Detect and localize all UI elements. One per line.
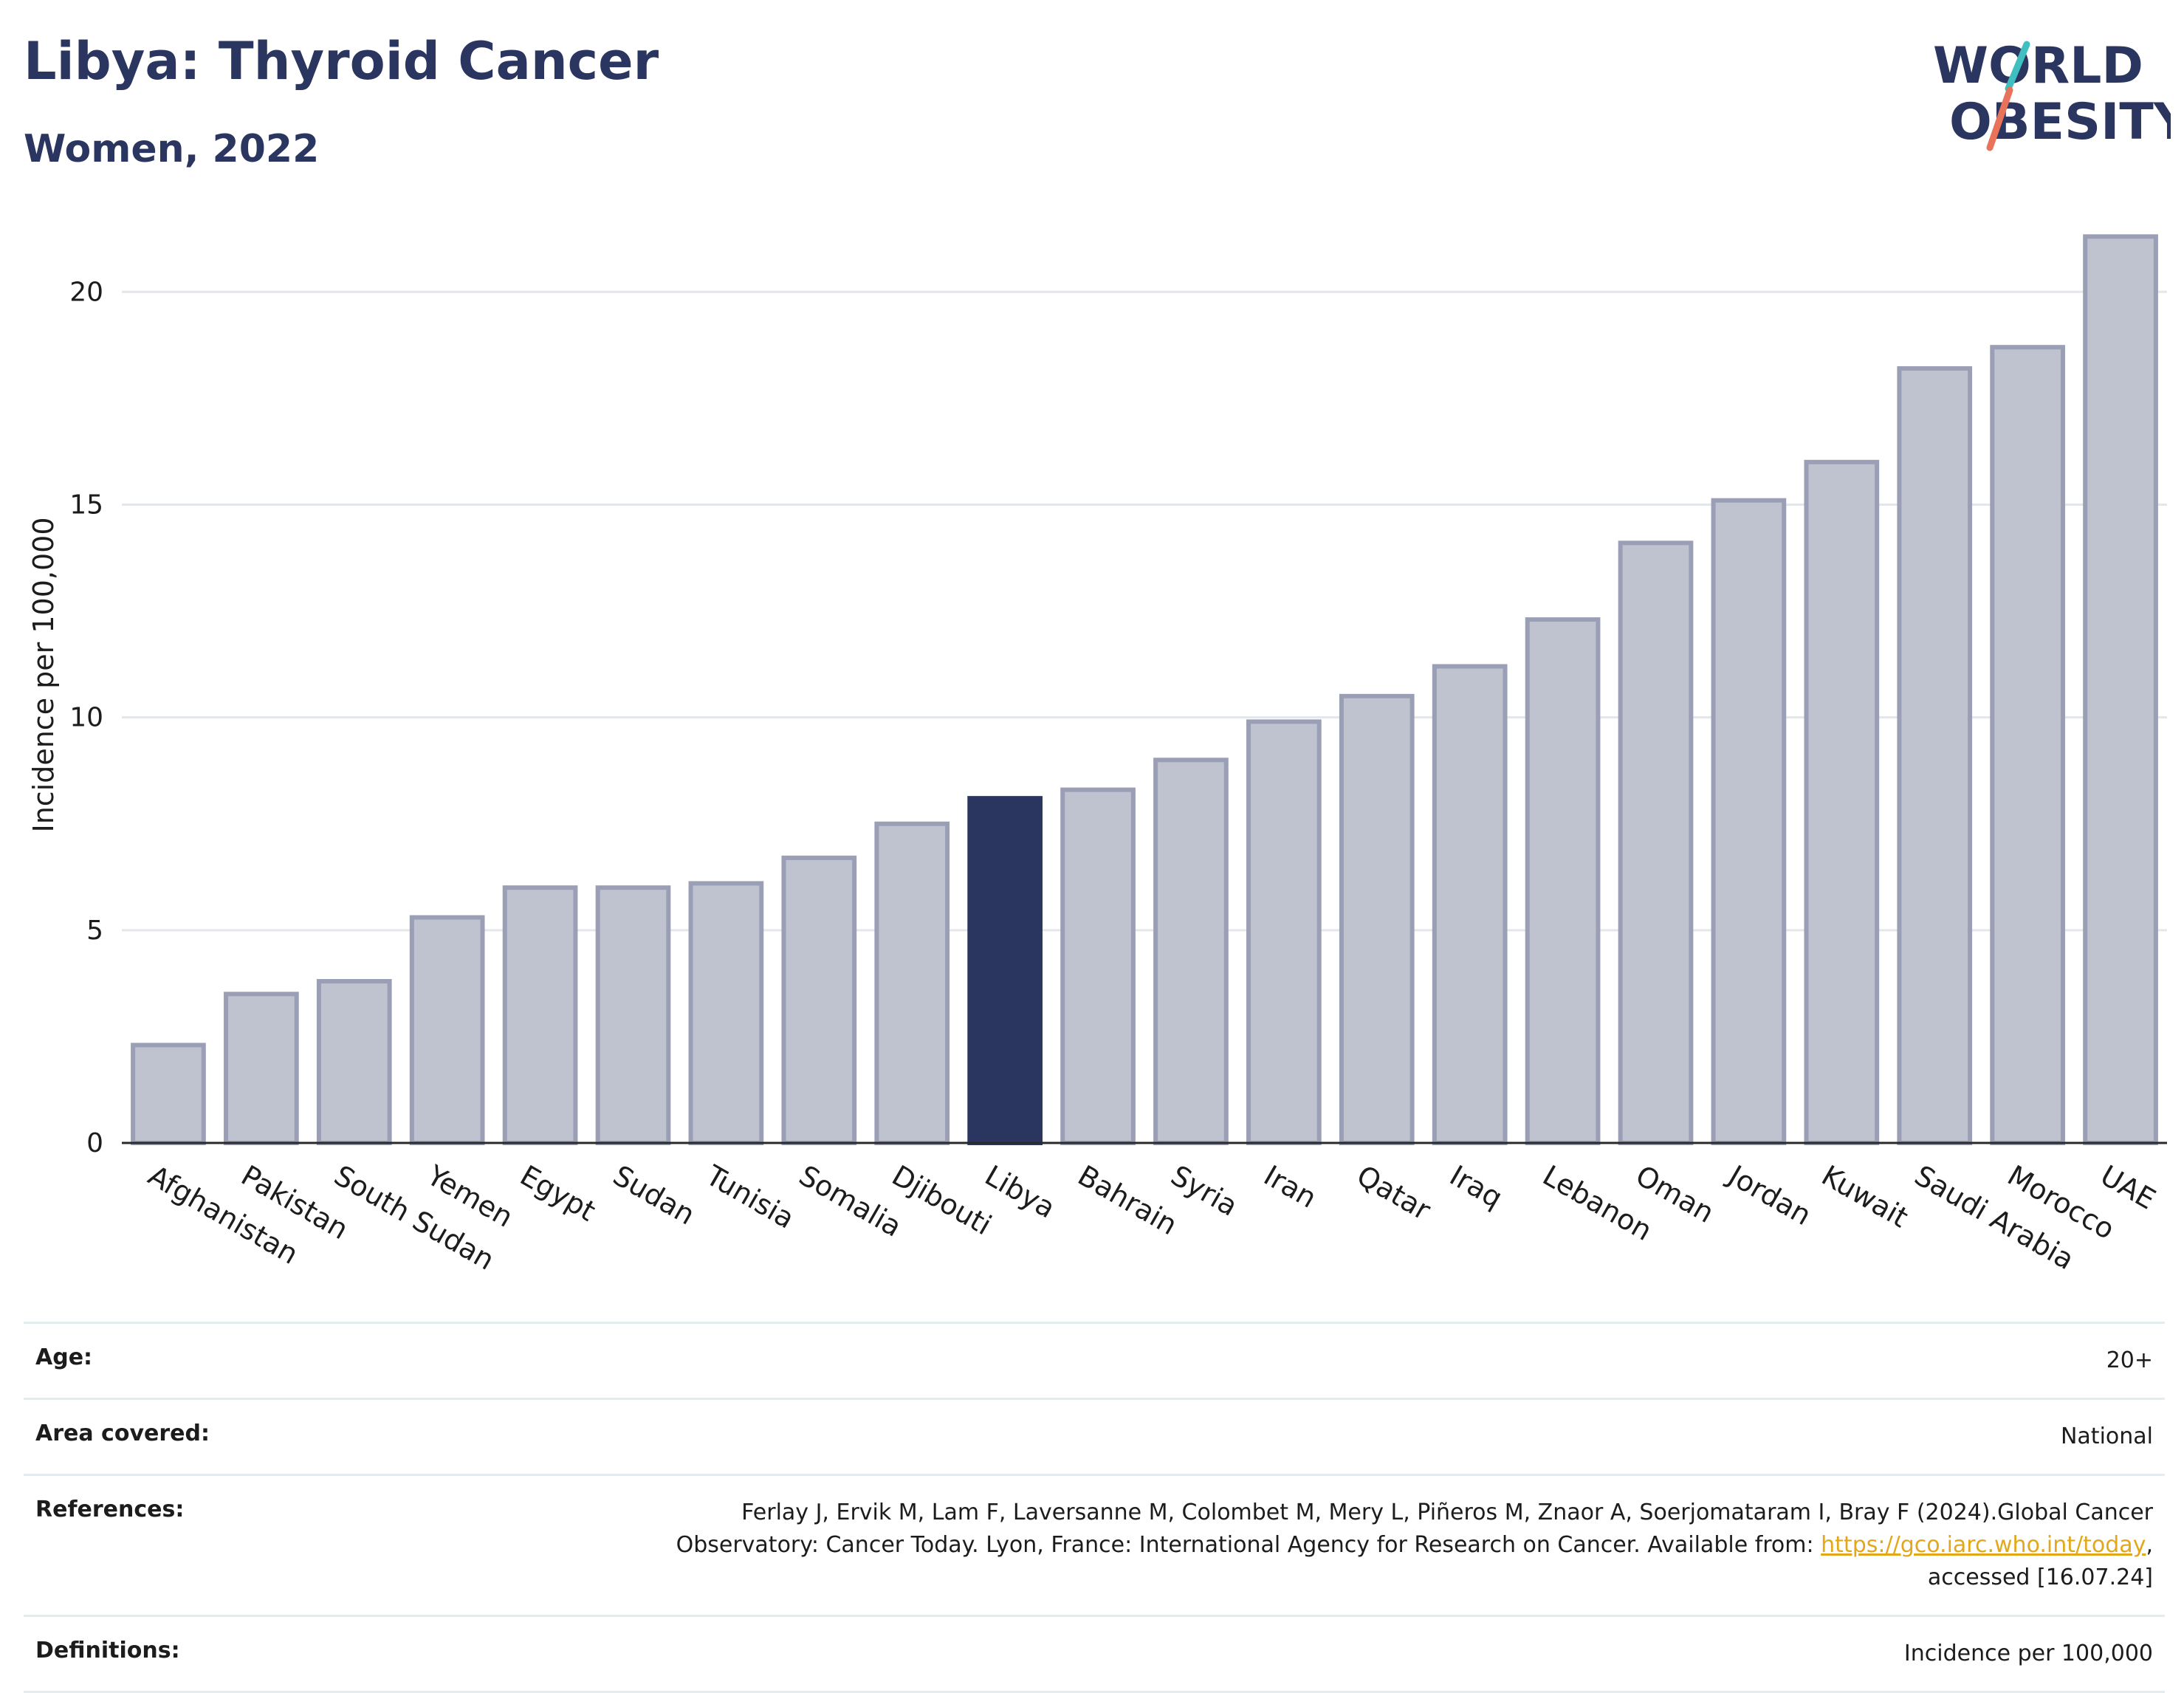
y-tick-label: 20 bbox=[69, 277, 103, 307]
logo-line-2: OBESITY bbox=[1949, 93, 2171, 151]
x-tick-label: Iraq bbox=[1444, 1159, 1508, 1215]
bar-somalia bbox=[781, 855, 857, 1145]
chart-title: Libya: Thyroid Cancer bbox=[24, 31, 659, 92]
metadata-table: Age: 20+ Area covered: National Referenc… bbox=[24, 1322, 2165, 1693]
chart-subtitle: Women, 2022 bbox=[24, 127, 320, 171]
bar-oman bbox=[1618, 540, 1694, 1145]
x-tick-label: Saudi Arabia bbox=[1909, 1159, 2080, 1277]
bar-libya bbox=[967, 796, 1043, 1145]
bar-iraq bbox=[1432, 664, 1508, 1145]
x-tick-label: UAE bbox=[2095, 1159, 2161, 1216]
bar-kuwait bbox=[1804, 459, 1880, 1145]
age-label: Age: bbox=[35, 1345, 93, 1370]
x-tick-label: Kuwait bbox=[1816, 1159, 1914, 1234]
y-tick-label: 15 bbox=[69, 490, 103, 520]
x-tick-label: Iran bbox=[1258, 1159, 1322, 1215]
bar-saudi-arabia bbox=[1897, 366, 1973, 1145]
x-tick-label: Egypt bbox=[515, 1159, 601, 1228]
bar-qatar bbox=[1339, 693, 1415, 1145]
x-tick-label: South Sudan bbox=[329, 1159, 500, 1277]
bar-syria bbox=[1153, 758, 1229, 1145]
x-tick-label: Somalia bbox=[794, 1159, 907, 1243]
x-tick-label: Jordan bbox=[1722, 1158, 1816, 1232]
y-tick-label: 0 bbox=[86, 1128, 103, 1158]
logo-slash-coral bbox=[1986, 86, 2013, 151]
bar-pakistan bbox=[224, 992, 299, 1145]
bar-iran bbox=[1246, 719, 1322, 1145]
references-text: Ferlay J, Ervik M, Lam F, Laversanne M, … bbox=[676, 1500, 2153, 1558]
bar-afghanistan bbox=[131, 1043, 206, 1146]
meta-row-references: References: Ferlay J, Ervik M, Lam F, La… bbox=[24, 1474, 2165, 1615]
meta-row-age: Age: 20+ bbox=[24, 1322, 2165, 1398]
age-value: 20+ bbox=[2106, 1347, 2153, 1373]
y-tick-label: 10 bbox=[69, 703, 103, 733]
references-value: Ferlay J, Ervik M, Lam F, Laversanne M, … bbox=[602, 1497, 2153, 1594]
bar-tunisia bbox=[688, 881, 764, 1145]
bar-lebanon bbox=[1525, 617, 1601, 1145]
x-tick-label: Qatar bbox=[1351, 1159, 1436, 1227]
bar-yemen bbox=[409, 915, 485, 1145]
bar-uae bbox=[2083, 234, 2158, 1145]
logo-line-1: WORLD bbox=[1933, 37, 2143, 95]
references-tail: , accessed [16.07.24] bbox=[1927, 1532, 2153, 1590]
bar-sudan bbox=[595, 885, 671, 1145]
references-link[interactable]: https://gco.iarc.who.int/today bbox=[1821, 1532, 2146, 1558]
bar-south-sudan bbox=[316, 978, 392, 1145]
meta-row-area: Area covered: National bbox=[24, 1398, 2165, 1474]
bar-morocco bbox=[1990, 345, 2065, 1146]
area-value: National bbox=[2060, 1424, 2153, 1449]
x-tick-label: Bahrain bbox=[1073, 1159, 1183, 1242]
meta-row-definitions: Definitions: Incidence per 100,000 bbox=[24, 1615, 2165, 1693]
references-label: References: bbox=[35, 1497, 185, 1522]
bar-bahrain bbox=[1060, 787, 1136, 1145]
x-tick-label: Djibouti bbox=[887, 1159, 997, 1242]
area-label: Area covered: bbox=[35, 1421, 210, 1446]
x-tick-label: Tunisia bbox=[700, 1158, 800, 1235]
bar-egypt bbox=[502, 885, 578, 1145]
y-tick-label: 5 bbox=[86, 916, 103, 946]
logo-slash-teal bbox=[2005, 41, 2030, 92]
definitions-label: Definitions: bbox=[35, 1638, 180, 1663]
world-obesity-logo: WORLD OBESITY bbox=[1933, 37, 2171, 151]
y-axis-label: Incidence per 100,000 bbox=[27, 517, 60, 832]
definitions-value: Incidence per 100,000 bbox=[1903, 1641, 2153, 1666]
bar-jordan bbox=[1711, 498, 1787, 1145]
bar-djibouti bbox=[874, 821, 950, 1146]
x-tick-label: Sudan bbox=[608, 1159, 701, 1232]
